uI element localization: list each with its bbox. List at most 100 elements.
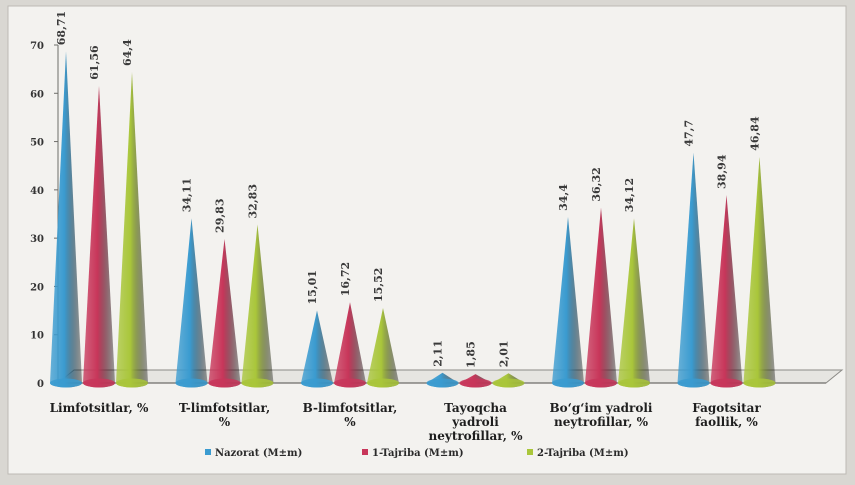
- data-label: 46,84: [749, 116, 762, 151]
- legend-swatch-2-tajriba-m-m: [527, 449, 533, 455]
- y-tick-label: 60: [30, 89, 44, 100]
- cone-nazorat-m-m-1: [175, 218, 208, 388]
- legend-swatch-nazorat-m-m: [205, 449, 211, 455]
- cone-base: [334, 378, 366, 388]
- cone-base: [459, 378, 492, 388]
- x-category-label: B-limfotsitlar,: [303, 401, 398, 415]
- cone-body: [743, 156, 776, 388]
- x-category-label: faollik, %: [695, 415, 758, 429]
- cone-body: [301, 310, 333, 388]
- cone-base: [677, 378, 710, 388]
- x-category-label: neytrofillar, %: [428, 429, 523, 443]
- y-tick-label: 20: [30, 282, 44, 293]
- cone-body: [208, 238, 241, 388]
- legend: Nazorat (M±m) 1-Tajriba (M±m) 2-Tajriba (M…: [205, 448, 629, 459]
- data-label: 64,4: [121, 39, 134, 66]
- cone-body: [585, 207, 617, 388]
- y-tick-label: 10: [30, 331, 44, 342]
- cone-base: [50, 378, 82, 388]
- data-label: 15,52: [372, 268, 385, 302]
- data-label: 36,32: [590, 167, 603, 201]
- cone-nazorat-m-m-3: [426, 372, 459, 388]
- cone-2-tajriba-m-m-2: [367, 308, 399, 388]
- data-label: 34,11: [181, 178, 194, 212]
- x-category-label: yadroli: [451, 415, 499, 429]
- x-category-label: %: [219, 415, 231, 429]
- data-label: 29,83: [214, 199, 227, 233]
- cone-body: [83, 85, 115, 388]
- cone-1-tajriba-m-m-3: [459, 374, 492, 388]
- data-label: 47,7: [683, 120, 696, 147]
- cone-body: [116, 72, 148, 388]
- category-labels: Limfotsitlar, % T-limfotsitlar,%B-limfots…: [50, 401, 762, 443]
- data-label: 2,11: [432, 340, 445, 367]
- value-labels: 68,71 61,56 64,4 34,11 29,83 32,83 15,01 16,72 1…: [55, 11, 762, 368]
- data-label: 68,71: [55, 11, 68, 45]
- cone-nazorat-m-m-5: [677, 152, 710, 388]
- x-category-label: neytrofillar, %: [554, 415, 649, 429]
- x-category-label: T-limfotsitlar,: [179, 401, 270, 415]
- cone-body: [334, 302, 366, 388]
- cone-1-tajriba-m-m-1: [208, 238, 241, 388]
- cone-base: [367, 378, 399, 388]
- cone-nazorat-m-m-2: [301, 310, 333, 388]
- cone-base: [426, 378, 459, 388]
- x-category-label: Limfotsitlar, %: [50, 401, 149, 415]
- y-tick-label: 30: [30, 234, 44, 245]
- cone-body: [618, 218, 650, 388]
- legend-label-1-tajriba-m-m: 1-Tajriba (M±m): [372, 448, 464, 459]
- cone-1-tajriba-m-m-4: [585, 207, 617, 388]
- data-label: 16,72: [339, 262, 352, 296]
- cone-2-tajriba-m-m-5: [743, 156, 776, 388]
- data-label: 38,94: [716, 154, 729, 189]
- legend-swatch-1-tajriba-m-m: [362, 449, 368, 455]
- cone-base: [208, 378, 241, 388]
- cone-base: [83, 378, 115, 388]
- cone-2-tajriba-m-m-3: [492, 373, 525, 388]
- cone-1-tajriba-m-m-0: [83, 85, 115, 388]
- cone-base: [743, 378, 776, 388]
- cone-base: [492, 378, 525, 388]
- cone-body: [710, 194, 743, 388]
- cone-body: [175, 218, 208, 388]
- cone-body: [677, 152, 710, 388]
- cone-base: [116, 378, 148, 388]
- data-label: 15,01: [306, 270, 319, 304]
- cone-body: [241, 224, 274, 388]
- chart-area: [7, 5, 847, 475]
- data-label: 2,01: [498, 340, 511, 367]
- cone-base: [241, 378, 274, 388]
- cone-2-tajriba-m-m-0: [116, 72, 148, 388]
- legend-label-nazorat-m-m: Nazorat (M±m): [215, 448, 302, 459]
- cone-1-tajriba-m-m-2: [334, 302, 366, 388]
- cone-nazorat-m-m-0: [50, 51, 82, 388]
- cone-base: [585, 378, 617, 388]
- cone-base: [552, 378, 584, 388]
- x-category-label: Bo‘g‘im yadroli: [550, 401, 653, 415]
- data-label: 61,56: [88, 45, 101, 80]
- data-label: 34,4: [557, 184, 570, 211]
- y-tick-label: 50: [30, 138, 44, 149]
- x-category-label: Fagotsitar: [692, 401, 761, 415]
- cone-base: [710, 378, 743, 388]
- y-tick-label: 0: [37, 379, 44, 390]
- cone-body: [367, 308, 399, 388]
- cone-base: [618, 378, 650, 388]
- cone-body: [552, 216, 584, 388]
- cone-nazorat-m-m-4: [552, 216, 584, 388]
- cone-2-tajriba-m-m-1: [241, 224, 274, 388]
- y-tick-label: 40: [30, 186, 44, 197]
- bars: [50, 51, 776, 388]
- data-label: 34,12: [623, 178, 636, 212]
- data-label: 32,83: [247, 184, 260, 218]
- cone-1-tajriba-m-m-5: [710, 194, 743, 388]
- cone-body: [50, 51, 82, 388]
- cone-base: [175, 378, 208, 388]
- x-category-label: %: [344, 415, 356, 429]
- data-label: 1,85: [465, 341, 478, 368]
- cone-2-tajriba-m-m-4: [618, 218, 650, 388]
- legend-label-2-tajriba-m-m: 2-Tajriba (M±m): [537, 448, 629, 459]
- x-category-label: Tayoqcha: [444, 401, 507, 415]
